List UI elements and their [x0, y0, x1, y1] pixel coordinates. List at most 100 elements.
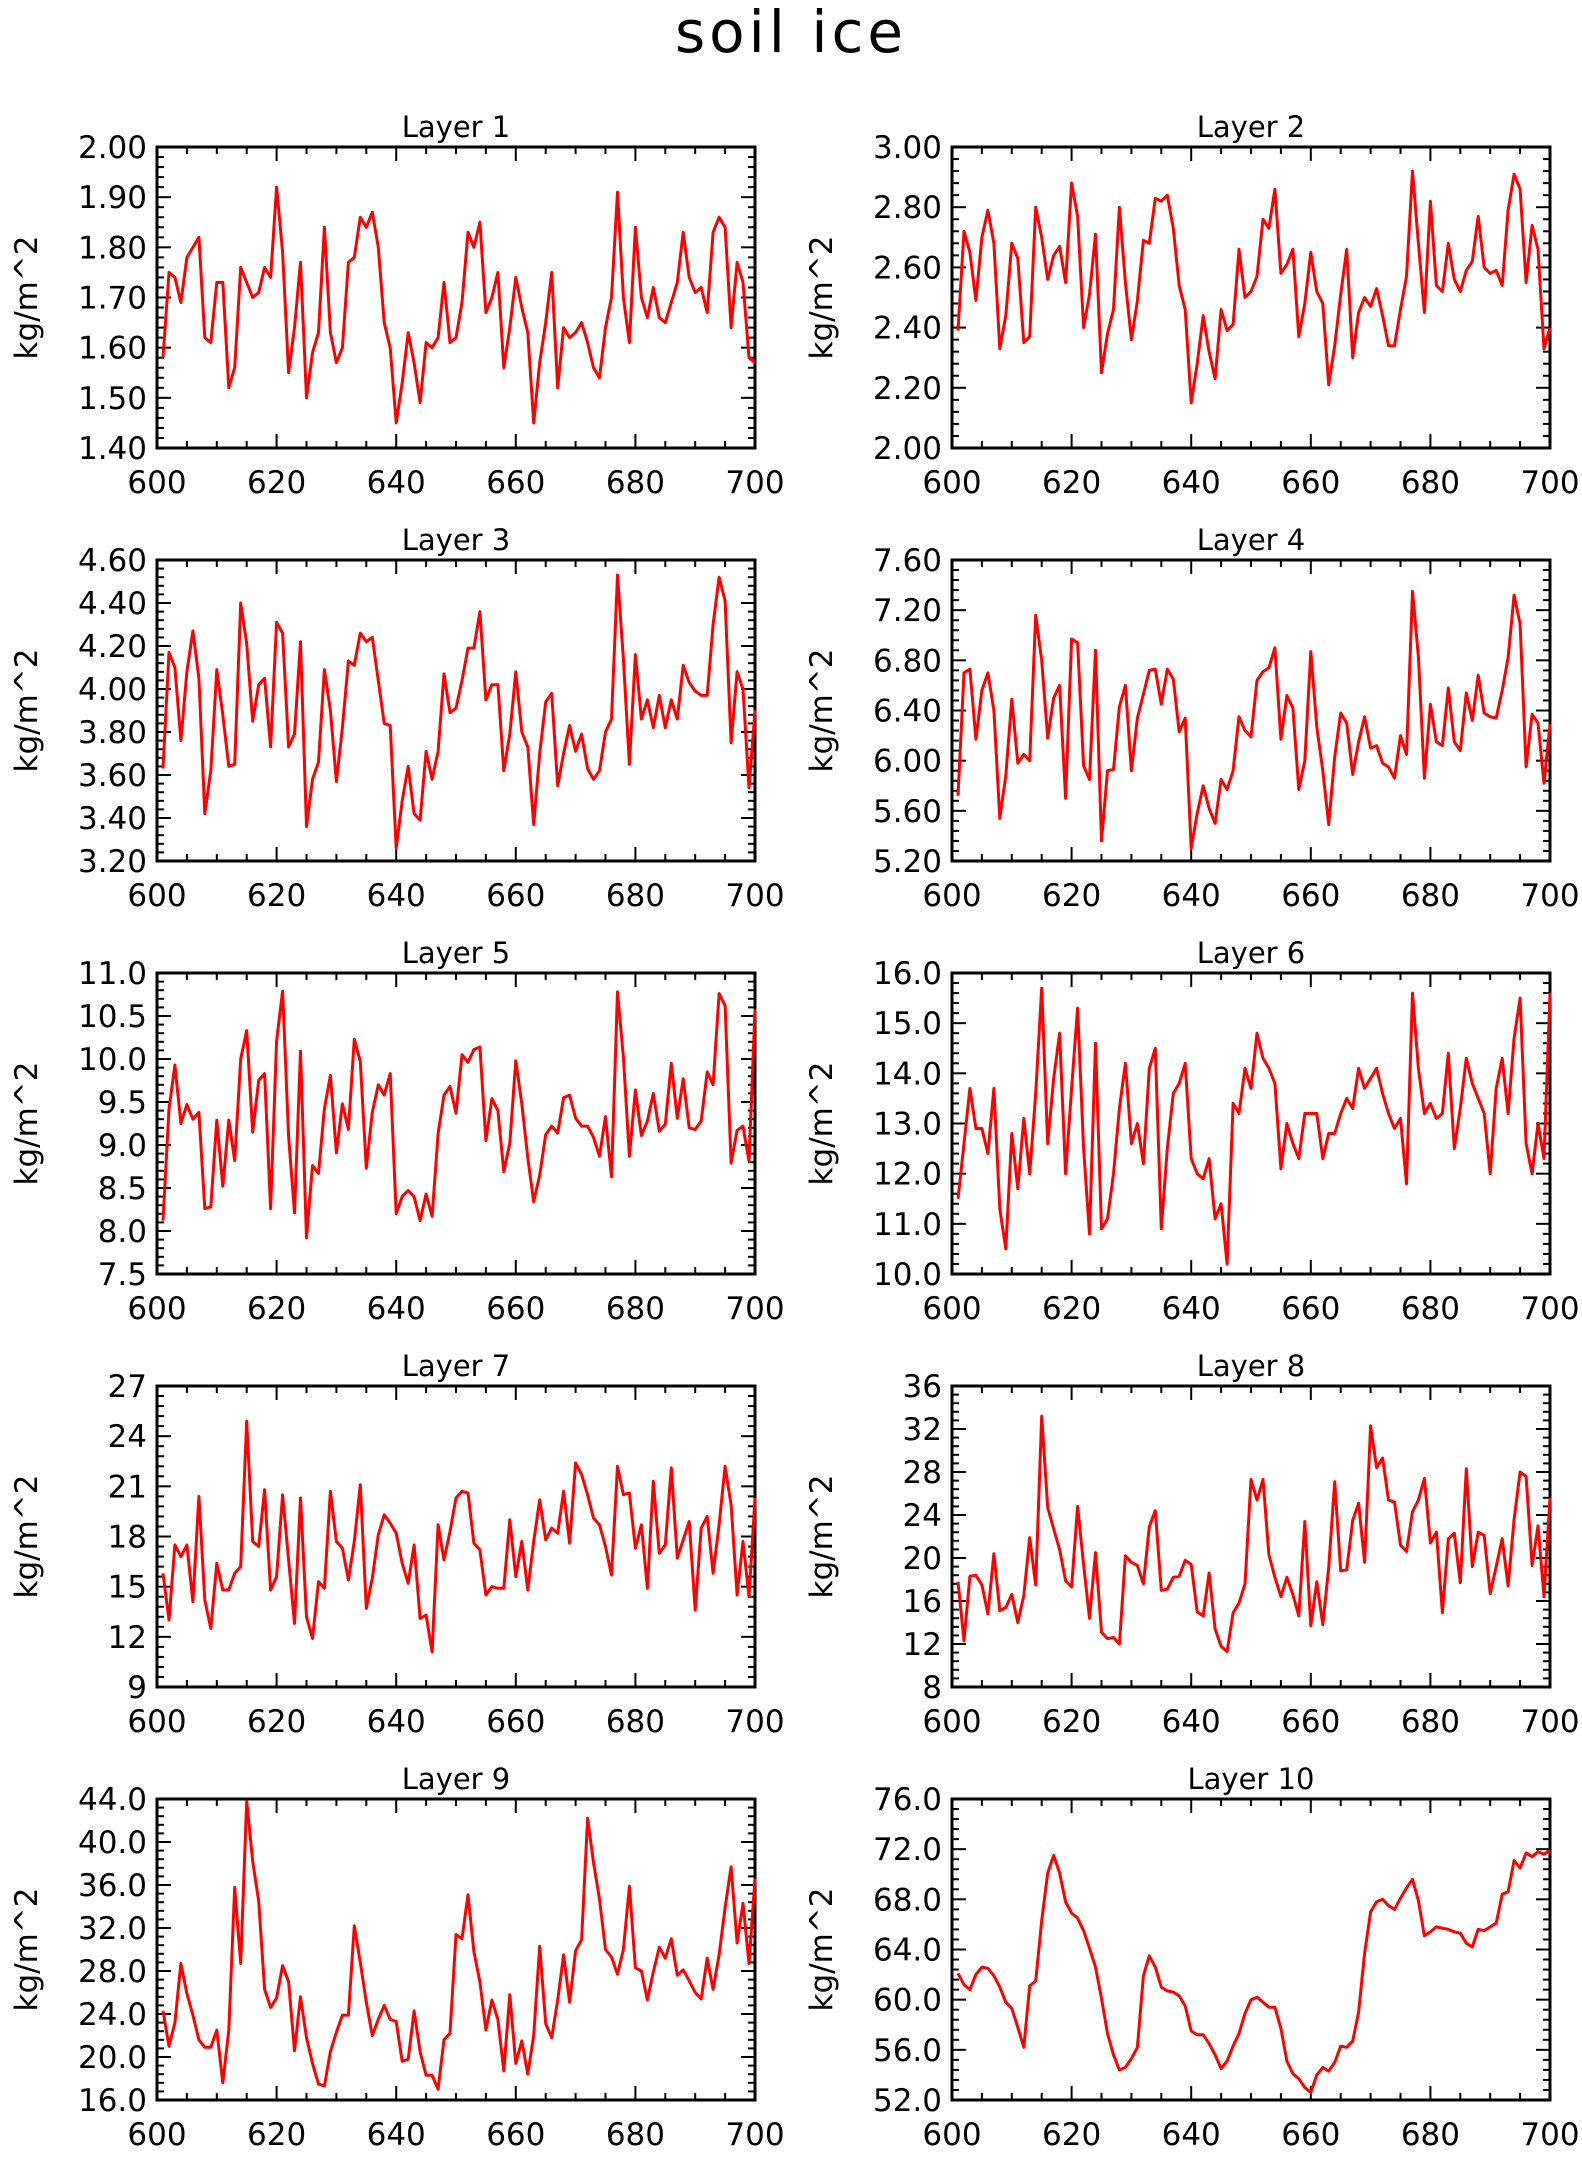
x-tick-label: 700: [1520, 1704, 1579, 1740]
y-tick-label: 36: [903, 1369, 942, 1405]
y-tick-label: 3.20: [78, 844, 147, 880]
x-tick-label: 700: [725, 1704, 784, 1740]
y-tick-label: 32.0: [78, 1911, 147, 1947]
panel-title: Layer 5: [402, 936, 511, 970]
x-tick-label: 620: [1042, 878, 1101, 914]
y-tick-label: 8: [922, 1670, 942, 1706]
y-tick-label: 2.60: [873, 250, 942, 286]
y-tick-label: 7.5: [98, 1257, 147, 1293]
x-tick-label: 600: [922, 2117, 981, 2153]
x-tick-label: 680: [1401, 465, 1460, 501]
y-tick-label: 2.40: [873, 311, 942, 347]
y-tick-label: 2.20: [873, 371, 942, 407]
x-tick-label: 640: [1162, 1291, 1221, 1327]
chart-panel-6: Layer 6 10.0 11.0 12.0 13.0 14.0 15.0 16.0 600 62…: [804, 936, 1580, 1327]
series-line: [956, 589, 1552, 850]
x-tick-label: 660: [1281, 1291, 1340, 1327]
y-tick-label: 27: [108, 1369, 147, 1405]
y-tick-label: 15.0: [873, 1006, 942, 1042]
y-tick-label: 64.0: [873, 1933, 942, 1969]
x-tick-label: 600: [922, 465, 981, 501]
x-tick-label: 620: [247, 1704, 306, 1740]
panel-title: Layer 4: [1197, 523, 1306, 557]
y-tick-label: 16.0: [873, 956, 942, 992]
x-tick-label: 680: [1401, 878, 1460, 914]
y-tick-label: 1.80: [78, 230, 147, 266]
chart-panel-8: Layer 8 8 12 16 20 24 28 32 36 600 620 640 660 680 700…: [804, 1349, 1580, 1740]
chart-panel-4: Layer 4 5.20 5.60 6.00 6.40 6.80 7.20 7.60 600 62…: [804, 523, 1580, 914]
y-tick-label: 20.0: [78, 2040, 147, 2076]
y-tick-label: 1.40: [78, 431, 147, 467]
y-axis-label: kg/m^2: [9, 1062, 45, 1186]
y-tick-label: 68.0: [873, 1882, 942, 1918]
y-tick-label: 9.0: [98, 1128, 147, 1164]
y-tick-label: 16: [903, 1584, 942, 1620]
x-tick-label: 680: [1401, 2117, 1460, 2153]
y-tick-label: 7.60: [873, 543, 942, 579]
y-axis-label: kg/m^2: [9, 649, 45, 773]
x-tick-label: 600: [127, 878, 186, 914]
x-tick-label: 620: [247, 2117, 306, 2153]
y-axis-label: kg/m^2: [804, 649, 840, 773]
x-tick-label: 640: [367, 1704, 426, 1740]
y-tick-label: 15: [108, 1570, 147, 1606]
y-tick-label: 8.5: [98, 1171, 147, 1207]
panel-title: Layer 2: [1197, 110, 1306, 144]
y-tick-label: 5.60: [873, 794, 942, 830]
y-tick-label: 32: [903, 1412, 942, 1448]
x-tick-label: 700: [1520, 1291, 1579, 1327]
y-tick-label: 21: [108, 1469, 147, 1505]
y-tick-label: 3.40: [78, 801, 147, 837]
panel-title: Layer 8: [1197, 1349, 1306, 1383]
y-tick-label: 12.0: [873, 1157, 942, 1193]
x-tick-label: 680: [1401, 1704, 1460, 1740]
x-tick-label: 620: [1042, 1704, 1101, 1740]
series-line: [956, 169, 1552, 405]
x-tick-label: 700: [1520, 2117, 1579, 2153]
y-tick-label: 9: [127, 1670, 147, 1706]
x-tick-label: 600: [127, 1704, 186, 1740]
x-tick-label: 680: [606, 1704, 665, 1740]
chart-panel-2: Layer 2 2.00 2.20 2.40 2.60 2.80 3.00 600 620 640…: [804, 110, 1580, 501]
series-line: [956, 1414, 1552, 1653]
plot-frame: [155, 558, 757, 863]
x-tick-label: 600: [922, 1704, 981, 1740]
x-tick-label: 620: [1042, 465, 1101, 501]
y-tick-label: 2.80: [873, 190, 942, 226]
x-tick-label: 700: [725, 465, 784, 501]
y-tick-label: 72.0: [873, 1832, 942, 1868]
series-line: [161, 989, 757, 1240]
chart-panel-3: Layer 3 3.20 3.40 3.60 3.80 4.00 4.20 4.40 4.60 6…: [9, 523, 785, 914]
y-axis-label: kg/m^2: [9, 1475, 45, 1599]
y-tick-label: 2.00: [78, 130, 147, 166]
chart-panel-10: Layer 10 52.0 56.0 60.0 64.0 68.0 72.0 76.0 600 6…: [804, 1762, 1580, 2153]
x-tick-label: 680: [606, 878, 665, 914]
y-tick-label: 28: [903, 1455, 942, 1491]
y-tick-label: 10.0: [78, 1042, 147, 1078]
panel-title: Layer 7: [402, 1349, 511, 1383]
y-tick-label: 20: [903, 1541, 942, 1577]
x-tick-label: 640: [367, 2117, 426, 2153]
x-tick-label: 680: [606, 1291, 665, 1327]
y-tick-label: 3.60: [78, 758, 147, 794]
y-tick-label: 60.0: [873, 1983, 942, 2019]
y-tick-label: 24: [903, 1498, 942, 1534]
y-axis-label: kg/m^2: [9, 1888, 45, 2012]
panel-title: Layer 3: [402, 523, 511, 557]
x-tick-label: 620: [247, 1291, 306, 1327]
y-tick-label: 52.0: [873, 2083, 942, 2119]
x-tick-label: 680: [1401, 1291, 1460, 1327]
x-tick-label: 700: [1520, 878, 1579, 914]
series-line: [161, 1799, 757, 2091]
y-axis-label: kg/m^2: [804, 1062, 840, 1186]
x-tick-label: 700: [725, 2117, 784, 2153]
chart-panel-1: Layer 1 1.40 1.50 1.60 1.70 1.80 1.90 2.00 600 62…: [9, 110, 785, 501]
x-tick-label: 700: [725, 878, 784, 914]
x-tick-label: 660: [1281, 1704, 1340, 1740]
y-tick-label: 1.90: [78, 180, 147, 216]
y-axis-label: kg/m^2: [804, 1475, 840, 1599]
series-line: [956, 986, 1552, 1266]
x-tick-label: 600: [127, 1291, 186, 1327]
series-line: [161, 573, 757, 850]
